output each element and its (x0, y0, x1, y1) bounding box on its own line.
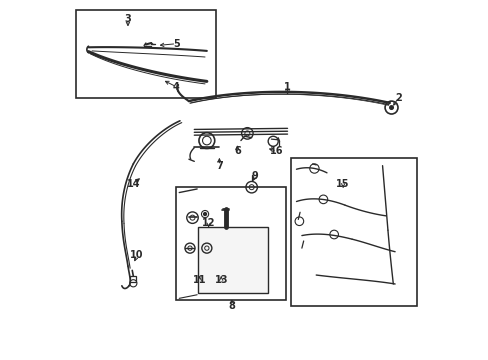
Text: 11: 11 (193, 275, 206, 285)
Text: 13: 13 (214, 275, 227, 285)
Text: 4: 4 (173, 82, 180, 92)
Bar (130, 276, 136, 282)
Text: 2: 2 (394, 93, 401, 103)
Bar (290, 158, 416, 306)
Text: 9: 9 (251, 171, 258, 181)
Text: 6: 6 (233, 146, 240, 156)
Text: 7: 7 (216, 161, 223, 171)
Text: 14: 14 (126, 179, 140, 189)
Text: 15: 15 (336, 179, 349, 189)
Bar (176, 187, 285, 300)
Text: 3: 3 (124, 14, 131, 24)
Text: 1: 1 (284, 82, 290, 92)
Circle shape (389, 106, 392, 109)
Bar (76, 10, 215, 98)
Text: 16: 16 (269, 146, 283, 156)
Text: 8: 8 (228, 301, 235, 311)
Text: 10: 10 (130, 250, 143, 260)
Circle shape (203, 213, 206, 216)
Text: 5: 5 (173, 39, 180, 49)
FancyBboxPatch shape (198, 226, 267, 293)
Text: 12: 12 (202, 218, 215, 228)
